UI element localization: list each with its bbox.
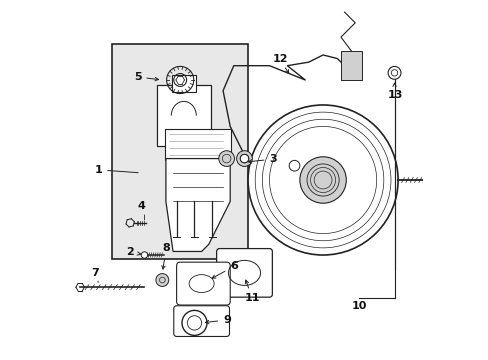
Text: 12: 12 bbox=[272, 54, 288, 64]
FancyBboxPatch shape bbox=[216, 249, 272, 297]
Circle shape bbox=[156, 274, 168, 287]
FancyBboxPatch shape bbox=[157, 85, 210, 146]
Circle shape bbox=[240, 154, 248, 163]
Polygon shape bbox=[165, 158, 230, 251]
Text: 13: 13 bbox=[386, 90, 402, 100]
Text: 11: 11 bbox=[244, 280, 260, 303]
Circle shape bbox=[387, 66, 400, 79]
Text: 3: 3 bbox=[248, 154, 277, 164]
Text: 5: 5 bbox=[134, 72, 158, 82]
Text: 6: 6 bbox=[212, 261, 238, 278]
Polygon shape bbox=[340, 51, 362, 80]
FancyBboxPatch shape bbox=[176, 262, 230, 305]
Circle shape bbox=[247, 105, 397, 255]
Text: 9: 9 bbox=[205, 315, 230, 325]
FancyBboxPatch shape bbox=[164, 129, 231, 159]
Circle shape bbox=[425, 176, 434, 184]
Text: 1: 1 bbox=[94, 165, 138, 175]
FancyBboxPatch shape bbox=[173, 306, 229, 337]
Text: 2: 2 bbox=[126, 247, 141, 257]
Circle shape bbox=[299, 157, 346, 203]
Text: 8: 8 bbox=[162, 243, 170, 269]
Circle shape bbox=[218, 151, 234, 166]
FancyBboxPatch shape bbox=[112, 44, 247, 258]
Circle shape bbox=[141, 252, 147, 258]
Text: 4: 4 bbox=[137, 201, 145, 211]
FancyBboxPatch shape bbox=[172, 75, 195, 92]
Text: 10: 10 bbox=[351, 301, 366, 311]
Circle shape bbox=[236, 151, 252, 166]
Text: 7: 7 bbox=[91, 269, 99, 278]
